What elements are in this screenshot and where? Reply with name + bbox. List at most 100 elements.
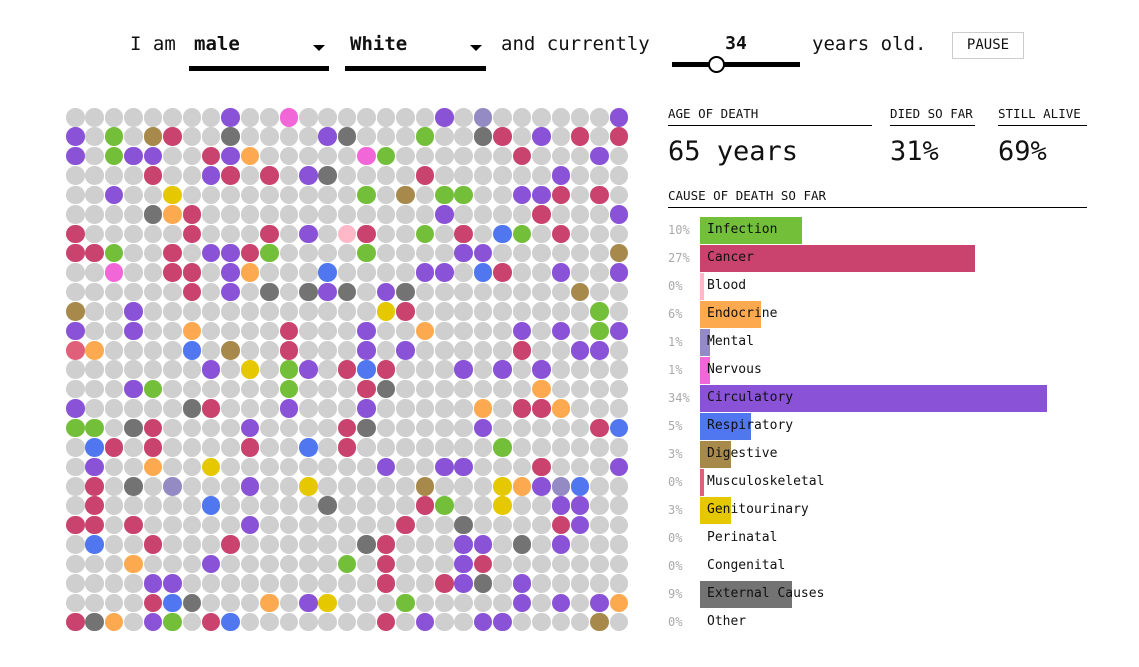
person-dot-alive — [396, 477, 415, 496]
person-dot-dead — [124, 146, 143, 166]
person-dot-alive — [221, 360, 240, 379]
person-dot-alive — [85, 360, 104, 379]
person-dot-alive — [299, 146, 318, 166]
person-dot-dead — [473, 127, 493, 146]
person-dot-alive — [163, 282, 182, 302]
person-dot-alive — [454, 379, 473, 399]
person-dot-alive — [590, 535, 609, 554]
person-dot-dead — [318, 282, 337, 302]
person-dot-dead — [435, 457, 454, 477]
cause-label: Blood — [707, 278, 747, 293]
cause-percent: 5% — [668, 419, 683, 433]
person-dot-alive — [609, 438, 629, 457]
person-dot-alive — [66, 185, 85, 205]
person-dot-alive — [182, 496, 202, 515]
person-dot-dead — [590, 146, 609, 166]
person-dot-alive — [124, 360, 143, 379]
cause-percent: 0% — [668, 531, 683, 545]
person-dot-alive — [124, 224, 143, 244]
person-dot-dead — [104, 243, 124, 263]
person-dot-alive — [609, 360, 629, 379]
person-dot-dead — [493, 224, 512, 244]
person-dot-alive — [104, 496, 124, 515]
person-dot-alive — [240, 282, 260, 302]
person-dot-alive — [551, 127, 571, 146]
person-dot-alive — [473, 593, 493, 613]
person-dot-dead — [357, 360, 376, 379]
person-dot-alive — [299, 535, 318, 554]
person-dot-dead — [260, 243, 279, 263]
person-dot-dead — [590, 321, 609, 341]
person-dot-alive — [124, 535, 143, 554]
person-dot-dead — [337, 127, 357, 146]
person-dot-alive — [376, 108, 396, 127]
person-dot-alive — [609, 554, 629, 574]
person-dot-alive — [551, 554, 571, 574]
race-select[interactable]: White — [345, 30, 486, 71]
person-dot-alive — [299, 418, 318, 438]
person-dot-alive — [318, 321, 337, 341]
person-dot-alive — [570, 379, 590, 399]
person-dot-alive — [221, 302, 240, 321]
age-slider-thumb[interactable] — [707, 56, 725, 73]
person-dot-alive — [473, 457, 493, 477]
person-dot-alive — [435, 593, 454, 613]
person-dot-alive — [104, 477, 124, 496]
person-dot-alive — [240, 224, 260, 244]
person-dot-dead — [260, 166, 279, 185]
person-dot-dead — [201, 360, 221, 379]
person-dot-alive — [376, 418, 396, 438]
person-dot-alive — [493, 379, 512, 399]
person-dot-alive — [143, 108, 163, 127]
person-dot-alive — [163, 418, 182, 438]
person-dot-alive — [143, 243, 163, 263]
person-dot-alive — [260, 146, 279, 166]
cause-percent: 3% — [668, 503, 683, 517]
person-dot-alive — [318, 205, 337, 224]
person-dot-alive — [396, 399, 415, 418]
person-dot-alive — [376, 321, 396, 341]
person-dot-alive — [532, 166, 551, 185]
pause-button[interactable]: PAUSE — [952, 32, 1024, 59]
person-dot-alive — [143, 515, 163, 535]
person-dot-dead — [85, 243, 104, 263]
person-dot-dead — [143, 574, 163, 593]
person-dot-alive — [163, 399, 182, 418]
person-dot-dead — [201, 496, 221, 515]
person-dot-alive — [318, 224, 337, 244]
age-slider[interactable] — [672, 56, 800, 73]
person-dot-alive — [337, 166, 357, 185]
person-dot-dead — [454, 515, 473, 535]
person-dot-alive — [201, 535, 221, 554]
person-dot-dead — [201, 146, 221, 166]
person-dot-alive — [415, 593, 435, 613]
person-dot-dead — [435, 205, 454, 224]
person-dot-alive — [454, 146, 473, 166]
person-dot-alive — [396, 535, 415, 554]
person-dot-alive — [473, 477, 493, 496]
person-dot-alive — [201, 282, 221, 302]
person-dot-dead — [493, 496, 512, 515]
person-dot-dead — [85, 535, 104, 554]
person-dot-alive — [512, 205, 532, 224]
person-dot-alive — [551, 205, 571, 224]
person-dot-dead — [143, 457, 163, 477]
person-dot-alive — [337, 496, 357, 515]
person-dot-alive — [66, 379, 85, 399]
person-dot-dead — [337, 224, 357, 244]
person-dot-alive — [415, 574, 435, 593]
person-dot-alive — [415, 399, 435, 418]
person-dot-alive — [201, 379, 221, 399]
person-dot-alive — [551, 341, 571, 360]
person-dot-alive — [163, 302, 182, 321]
person-dot-alive — [493, 185, 512, 205]
person-dot-dead — [551, 224, 571, 244]
person-dot-alive — [240, 127, 260, 146]
sex-select[interactable]: male — [189, 30, 329, 71]
person-dot-alive — [201, 108, 221, 127]
person-dot-alive — [609, 146, 629, 166]
person-dot-alive — [299, 263, 318, 282]
person-dot-dead — [551, 399, 571, 418]
person-dot-alive — [415, 515, 435, 535]
person-dot-dead — [279, 321, 299, 341]
